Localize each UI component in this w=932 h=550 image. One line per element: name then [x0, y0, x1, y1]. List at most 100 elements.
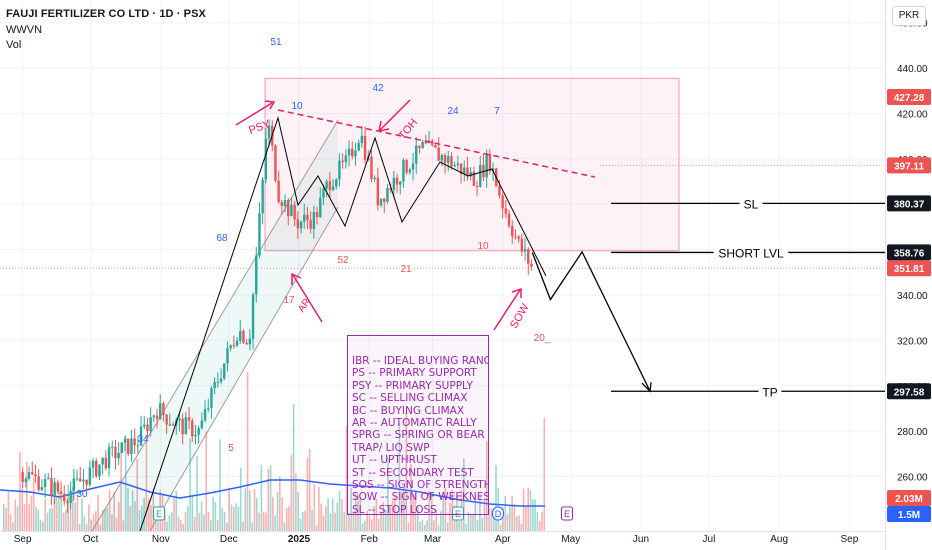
volume-bar [55, 495, 58, 531]
volume-bar [414, 492, 417, 531]
volume-bar [382, 502, 385, 531]
candle-body [50, 477, 53, 496]
candle-body [159, 403, 162, 420]
volume-bar [97, 494, 99, 531]
volume-bar [481, 518, 483, 531]
candle-body [187, 417, 191, 421]
volume-bar [474, 495, 477, 531]
candle-body [357, 143, 360, 151]
volume-bar [325, 506, 327, 531]
volume-bar [90, 519, 92, 531]
candle-body [178, 418, 181, 421]
volume-label[interactable]: Vol [6, 39, 22, 51]
volume-number-label: 20_ [534, 333, 551, 344]
volume-bar [265, 512, 267, 531]
currency-badge[interactable]: PKR [892, 6, 926, 26]
symbol-title[interactable]: FAUJI FERTILIZER CO LTD · 1D · PSX [6, 8, 206, 20]
candle-body [133, 438, 136, 446]
candle-body [411, 163, 415, 170]
volume-bar [164, 509, 166, 531]
legend-line: UT -- UPTHRUST [352, 454, 437, 467]
candle-body [306, 214, 309, 221]
volume-bar [26, 461, 28, 531]
volume-bar [205, 431, 207, 531]
candle-body [75, 478, 79, 480]
volume-bar [233, 506, 235, 531]
volume-bar [465, 524, 467, 531]
volume-bar [189, 438, 191, 531]
volume-bar [101, 509, 104, 531]
candle-body [466, 167, 469, 177]
volume-bar [111, 514, 113, 531]
level-label-bg [739, 195, 763, 212]
candle-body [130, 438, 133, 454]
candle-body [520, 238, 524, 252]
candle-body [386, 188, 389, 202]
candle-body [56, 482, 60, 492]
price-marker-label: 427.28 [894, 93, 925, 104]
volume-bar [235, 503, 237, 531]
candle-body [312, 211, 316, 229]
legend-line: TRAP/ LIQ SWP [352, 441, 430, 454]
volume-bar [532, 499, 534, 531]
volume-bar [299, 518, 302, 531]
candle-body [507, 213, 511, 226]
y-tick-label: 340.00 [897, 291, 928, 302]
volume-bar [180, 520, 182, 531]
volume-bar [210, 520, 212, 531]
volume-bar [407, 522, 410, 531]
volume-bar [42, 521, 44, 531]
volume-bar [488, 508, 490, 531]
volume-bar [295, 473, 297, 531]
candle-body [267, 125, 271, 139]
candle-body [523, 249, 527, 252]
volume-bar [341, 499, 343, 531]
candle-body [463, 167, 466, 175]
candle-body [226, 348, 229, 364]
candle-body [379, 198, 383, 206]
volume-bar [44, 499, 46, 531]
volume-number-label: 34 [137, 434, 149, 445]
candle-body [155, 415, 159, 420]
volume-marker-label: 2.03M [895, 494, 923, 505]
volume-bar [221, 508, 224, 531]
volume-bar [515, 516, 518, 531]
volume-bar [336, 502, 339, 531]
volume-number-label: 24 [447, 106, 459, 117]
volume-bar [256, 498, 258, 531]
candle-body [485, 153, 488, 178]
volume-bar [129, 506, 132, 531]
volume-bar [143, 497, 145, 531]
candle-body [235, 340, 239, 346]
volume-bar [315, 524, 318, 531]
ar-arrow [292, 274, 323, 323]
volume-bar [106, 507, 109, 531]
indicator-label[interactable]: WWVN [6, 24, 43, 36]
volume-bar [67, 484, 69, 531]
level-label: SL [744, 197, 759, 211]
volume-bar [62, 512, 65, 531]
volume-bar [338, 491, 341, 531]
price-marker-label: 380.37 [894, 199, 925, 210]
candle-body [472, 171, 476, 186]
candle-body [344, 155, 348, 163]
legend-line: IBR -- IDEAL BUYING RANGE [352, 355, 489, 367]
volume-bar [308, 448, 311, 531]
volume-bar [168, 515, 171, 531]
level-label-bg [713, 244, 789, 261]
candle-body [459, 163, 463, 175]
candle-body [491, 168, 495, 172]
candle-body [354, 150, 357, 157]
volume-bar [69, 502, 72, 531]
x-tick-label: Jun [633, 534, 649, 545]
trading-range-box [264, 77, 680, 252]
volume-marker [887, 506, 931, 522]
price-marker [887, 195, 931, 212]
event-marker [452, 506, 464, 521]
volume-bar [177, 516, 180, 531]
candle-body [101, 457, 104, 465]
candle-body [210, 388, 213, 408]
candle-body [162, 403, 165, 415]
volume-bar [136, 458, 138, 531]
